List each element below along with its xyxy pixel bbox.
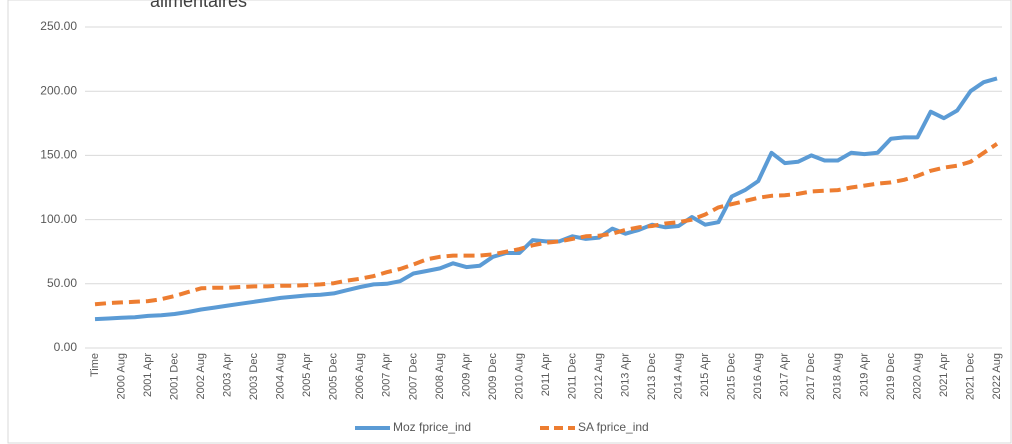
x-tick-label: 2011 Dec <box>566 353 578 400</box>
x-tick-label: 2010 Aug <box>513 353 525 400</box>
y-tick-label: 150.00 <box>40 148 77 162</box>
y-tick-label: 0.00 <box>54 340 78 354</box>
x-tick-label: 2015 Dec <box>726 353 738 401</box>
legend-label: Moz fprice_ind <box>393 420 471 434</box>
y-tick-label: 50.00 <box>47 276 77 290</box>
x-tick-label: 2008 Aug <box>434 353 446 400</box>
x-tick-label: 2019 Dec <box>885 353 897 401</box>
x-tick-label: 2018 Aug <box>832 353 844 400</box>
x-tick-label: 2007 Dec <box>407 353 419 401</box>
x-tick-label: 2002 Aug <box>195 353 207 400</box>
x-tick-label: 2015 Apr <box>699 353 711 397</box>
x-tick-label: 2021 Dec <box>964 353 976 401</box>
series-line <box>94 76 998 322</box>
chart-title: alimentaires <box>150 0 247 11</box>
x-tick-label: 2005 Apr <box>301 353 313 397</box>
x-tick-label: 2004 Aug <box>275 353 287 400</box>
x-tick-label: 2013 Apr <box>619 353 631 397</box>
x-tick-label: 2006 Aug <box>354 353 366 400</box>
x-tick-label: 2022 Aug <box>991 353 1003 400</box>
legend-label: SA fprice_ind <box>578 420 649 434</box>
x-tick-label: 2009 Dec <box>487 353 499 401</box>
x-tick-label: 2001 Apr <box>142 353 154 397</box>
x-tick-label: 2003 Dec <box>248 353 260 401</box>
series-line <box>94 142 999 307</box>
x-tick-label: 2003 Apr <box>222 353 234 397</box>
x-tick-label: 2014 Aug <box>673 353 685 400</box>
y-tick-label: 100.00 <box>40 212 77 226</box>
x-tick-label: 2020 Aug <box>911 353 923 400</box>
x-tick-label: 2013 Dec <box>646 353 658 401</box>
x-tick-label: 2012 Aug <box>593 353 605 400</box>
x-tick-label: 2016 Aug <box>752 353 764 400</box>
x-tick-label: 2017 Apr <box>779 353 791 397</box>
x-tick-label: 2007 Apr <box>381 353 393 397</box>
x-tick-label: 2009 Apr <box>460 353 472 397</box>
chart-border <box>7 0 1012 444</box>
x-tick-label: 2001 Dec <box>168 353 180 401</box>
x-tick-label: 2005 Dec <box>328 353 340 401</box>
x-tick-label: Time <box>89 353 101 377</box>
x-tick-label: 2019 Apr <box>858 353 870 397</box>
x-tick-label: 2017 Dec <box>805 353 817 401</box>
y-tick-label: 200.00 <box>40 83 77 97</box>
x-tick-label: 2000 Aug <box>115 353 127 400</box>
x-tick-label: 2011 Apr <box>540 353 552 397</box>
y-tick-label: 250.00 <box>40 19 77 33</box>
x-tick-label: 2021 Apr <box>938 353 950 397</box>
